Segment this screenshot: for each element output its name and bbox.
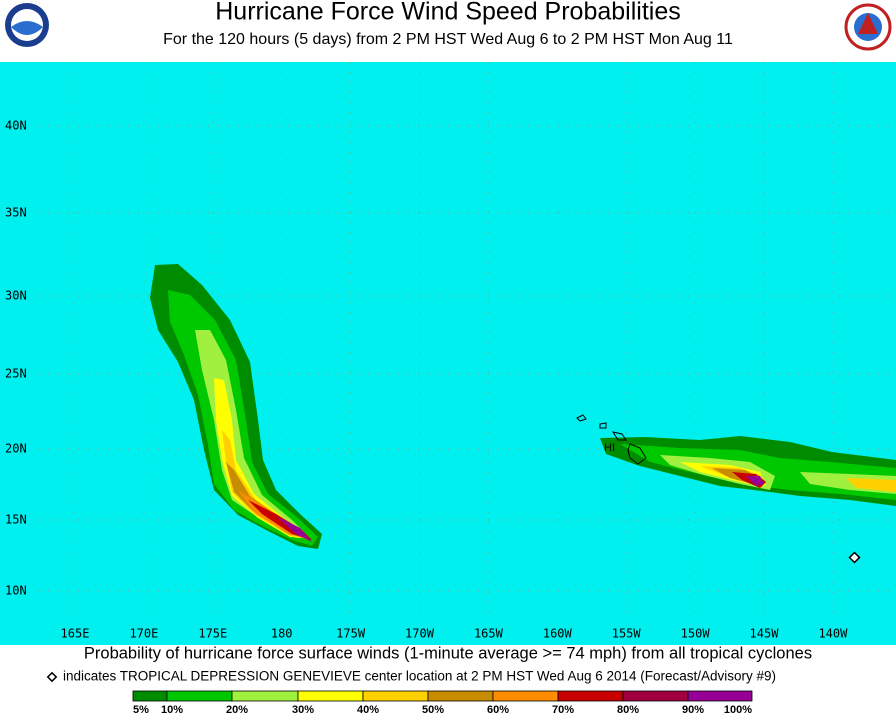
storm-center-marker bbox=[848, 551, 861, 564]
legend-swatch bbox=[492, 690, 559, 702]
legend-swatch bbox=[166, 690, 233, 702]
lon-label: 165W bbox=[474, 627, 504, 641]
lon-label: 155W bbox=[612, 627, 642, 641]
lon-label: 175E bbox=[198, 627, 227, 641]
lon-label: 175W bbox=[336, 627, 366, 641]
lat-label: 40N bbox=[5, 119, 27, 133]
legend-swatch bbox=[427, 690, 494, 702]
legend-swatch bbox=[132, 690, 168, 702]
lat-label: 30N bbox=[5, 289, 27, 303]
lat-label: 35N bbox=[5, 206, 27, 220]
legend-label: 20% bbox=[226, 704, 248, 716]
legend-label: 5% bbox=[133, 704, 149, 716]
subtitle: For the 120 hours (5 days) from 2 PM HST… bbox=[163, 31, 733, 48]
legend-label: 50% bbox=[422, 704, 444, 716]
legend-label: 90% bbox=[682, 704, 704, 716]
footnote-marker bbox=[46, 671, 58, 683]
legend-swatch bbox=[231, 690, 299, 702]
legend-swatch bbox=[557, 690, 624, 702]
legend-swatch bbox=[622, 690, 689, 702]
legend-label: 100% bbox=[724, 704, 752, 716]
legend: 5% 10% 20% 30% 40% 50% 60% 70% 80% 90% 100% bbox=[132, 690, 753, 716]
legend-label: 80% bbox=[617, 704, 639, 716]
lon-label: 150W bbox=[681, 627, 711, 641]
lon-label: 160W bbox=[543, 627, 573, 641]
lon-label: 165E bbox=[61, 627, 90, 641]
nws-logo bbox=[844, 3, 892, 51]
lon-label: 170W bbox=[405, 627, 435, 641]
hawaii-islands bbox=[576, 414, 647, 465]
ocean bbox=[0, 62, 896, 645]
legend-swatch bbox=[687, 690, 753, 702]
lon-label: 170E bbox=[129, 627, 158, 641]
graticule: 40N 35N 30N 25N 20N 15N 10N 165E 170E 175E 180 175W… bbox=[5, 62, 896, 641]
west-probability-swath bbox=[150, 264, 322, 549]
lon-label: 145W bbox=[750, 627, 780, 641]
lat-label: 10N bbox=[5, 584, 27, 598]
caption: Probability of hurricane force surface w… bbox=[84, 644, 812, 662]
title: Hurricane Force Wind Speed Probabilities bbox=[215, 0, 681, 26]
legend-label: 10% bbox=[161, 704, 183, 716]
lon-label: 180 bbox=[271, 627, 293, 641]
legend-swatch bbox=[297, 690, 364, 702]
legend-label: 40% bbox=[357, 704, 379, 716]
east-probability-swath bbox=[600, 436, 896, 506]
lat-label: 15N bbox=[5, 513, 27, 527]
footnote: indicates TROPICAL DEPRESSION GENEVIEVE … bbox=[63, 669, 776, 684]
lon-label: 140W bbox=[818, 627, 848, 641]
lat-label: 25N bbox=[5, 367, 27, 381]
region-label: HI bbox=[604, 442, 615, 454]
legend-label: 70% bbox=[552, 704, 574, 716]
noaa-logo bbox=[5, 3, 49, 47]
legend-label: 30% bbox=[292, 704, 314, 716]
lat-label: 20N bbox=[5, 442, 27, 456]
legend-label: 60% bbox=[487, 704, 509, 716]
legend-swatch bbox=[362, 690, 429, 702]
